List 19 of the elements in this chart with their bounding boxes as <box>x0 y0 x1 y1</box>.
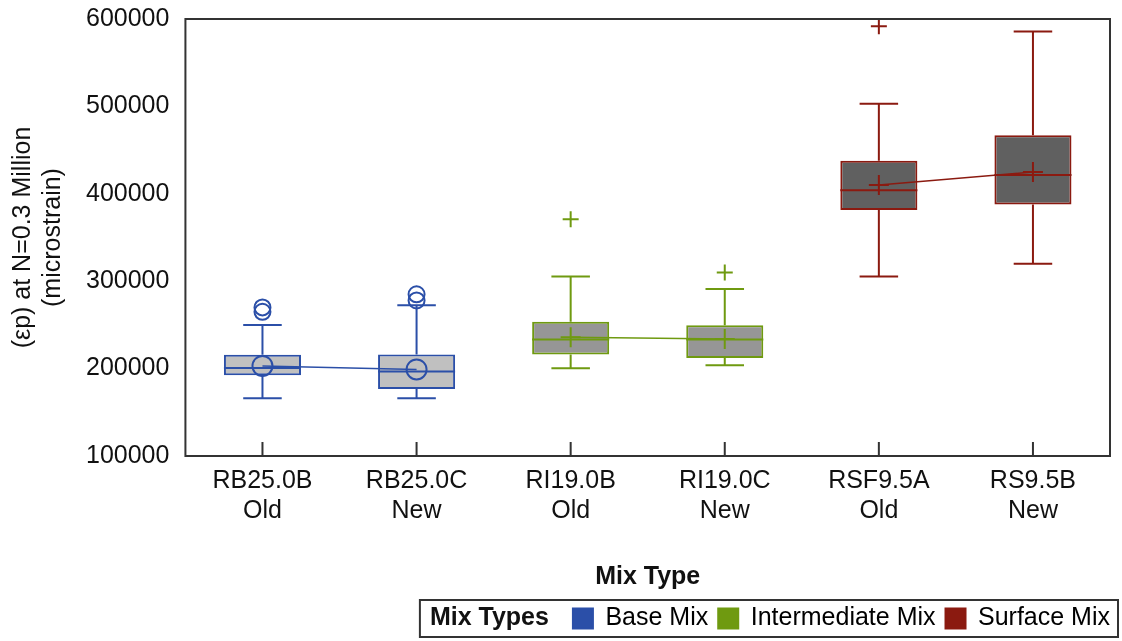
y-tick-label: 600000 <box>85 2 170 31</box>
x-tick-label: RB25.0B Old <box>212 464 313 523</box>
y-tick-label: 300000 <box>85 265 170 294</box>
legend-label: Base Mix <box>605 602 709 631</box>
legend-label: Surface Mix <box>978 602 1111 631</box>
x-tick-label: RI19.0C New <box>678 464 771 523</box>
x-tick-label: RB25.0C New <box>365 464 468 523</box>
y-tick-label: 400000 <box>85 177 170 206</box>
y-tick-label: 200000 <box>85 352 170 381</box>
x-axis-title: Mix Type <box>595 560 701 589</box>
y-tick-label: 100000 <box>85 439 170 468</box>
x-tick-label: RSF9.5A Old <box>828 464 930 523</box>
x-tick-label: RS9.5B New <box>989 464 1077 523</box>
y-tick-label: 500000 <box>85 90 170 119</box>
x-tick-label: RI19.0B Old <box>525 464 616 523</box>
legend-title: Mix Types <box>429 602 549 631</box>
y-axis-title: (εp) at N=0.3 Million (microstrain) <box>6 126 65 349</box>
point <box>251 354 274 377</box>
legend-label: Intermediate Mix <box>750 602 937 631</box>
